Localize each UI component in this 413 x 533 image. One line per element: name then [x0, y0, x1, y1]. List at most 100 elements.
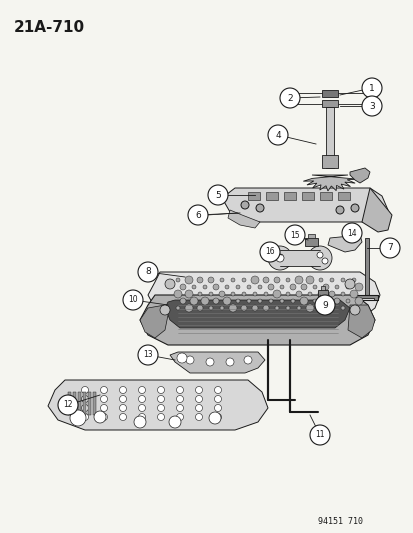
Circle shape [263, 292, 267, 296]
Circle shape [138, 345, 158, 365]
Polygon shape [347, 305, 374, 338]
Circle shape [312, 299, 316, 303]
Polygon shape [170, 352, 264, 373]
Polygon shape [307, 234, 314, 238]
Circle shape [224, 285, 228, 289]
Text: 11: 11 [314, 431, 324, 440]
Text: 2: 2 [287, 93, 292, 102]
Circle shape [195, 405, 202, 411]
Circle shape [138, 414, 145, 421]
Circle shape [81, 395, 88, 402]
Circle shape [307, 292, 311, 296]
Circle shape [307, 246, 331, 270]
Text: 14: 14 [347, 229, 356, 238]
Circle shape [169, 416, 180, 428]
Circle shape [197, 305, 202, 311]
Circle shape [201, 297, 209, 305]
Circle shape [235, 299, 240, 303]
Circle shape [334, 285, 338, 289]
Text: 4: 4 [275, 131, 280, 140]
Polygon shape [247, 192, 259, 200]
Circle shape [218, 291, 224, 297]
Circle shape [100, 414, 107, 421]
Circle shape [317, 305, 323, 311]
Polygon shape [48, 380, 267, 430]
Circle shape [350, 204, 358, 212]
Circle shape [177, 353, 187, 363]
Polygon shape [304, 238, 317, 246]
Circle shape [354, 297, 362, 305]
Circle shape [349, 290, 357, 298]
Circle shape [361, 96, 381, 116]
Circle shape [173, 290, 182, 298]
Circle shape [207, 277, 214, 283]
Text: 9: 9 [321, 301, 327, 310]
Circle shape [274, 306, 278, 310]
Circle shape [351, 278, 355, 282]
Circle shape [81, 414, 88, 421]
Circle shape [195, 386, 202, 393]
Polygon shape [140, 305, 168, 338]
Circle shape [209, 292, 212, 296]
Circle shape [185, 290, 192, 298]
Circle shape [157, 405, 164, 411]
Circle shape [185, 356, 194, 364]
Circle shape [138, 386, 145, 393]
Circle shape [230, 292, 235, 296]
Text: 94151 710: 94151 710 [317, 517, 362, 526]
Circle shape [214, 395, 221, 402]
Circle shape [354, 283, 362, 291]
Circle shape [176, 306, 180, 310]
Circle shape [195, 414, 202, 421]
Circle shape [212, 298, 218, 304]
Text: 3: 3 [368, 101, 374, 110]
Circle shape [305, 304, 313, 312]
Circle shape [219, 306, 223, 310]
Polygon shape [283, 192, 295, 200]
Polygon shape [327, 235, 361, 252]
Circle shape [58, 395, 78, 415]
Circle shape [123, 290, 142, 310]
Text: 1: 1 [368, 84, 374, 93]
Circle shape [214, 414, 221, 421]
Text: 7: 7 [386, 244, 392, 253]
Circle shape [176, 278, 180, 282]
Polygon shape [78, 392, 81, 415]
Circle shape [119, 405, 126, 411]
Circle shape [300, 284, 306, 290]
Circle shape [257, 285, 261, 289]
Circle shape [240, 305, 247, 311]
Polygon shape [221, 188, 387, 222]
Polygon shape [93, 392, 96, 415]
Polygon shape [321, 155, 337, 168]
Circle shape [157, 386, 164, 393]
Text: 8: 8 [145, 268, 150, 277]
Circle shape [185, 276, 192, 284]
Circle shape [209, 412, 221, 424]
Circle shape [138, 405, 145, 411]
Circle shape [185, 304, 192, 312]
Circle shape [323, 299, 327, 303]
Circle shape [94, 411, 106, 423]
Polygon shape [321, 100, 337, 107]
Circle shape [157, 414, 164, 421]
Circle shape [299, 297, 307, 305]
Circle shape [119, 414, 126, 421]
Text: 10: 10 [128, 295, 138, 304]
Circle shape [70, 410, 86, 426]
Circle shape [267, 125, 287, 145]
Circle shape [289, 284, 295, 290]
Circle shape [295, 291, 301, 297]
Circle shape [318, 278, 322, 282]
Circle shape [214, 405, 221, 411]
Circle shape [206, 358, 214, 366]
Text: 15: 15 [290, 230, 299, 239]
Circle shape [351, 306, 355, 310]
Circle shape [345, 285, 349, 289]
Circle shape [195, 395, 202, 402]
Circle shape [340, 278, 344, 282]
Circle shape [329, 306, 333, 310]
Circle shape [285, 278, 289, 282]
Text: 16: 16 [265, 247, 274, 256]
Circle shape [176, 414, 183, 421]
